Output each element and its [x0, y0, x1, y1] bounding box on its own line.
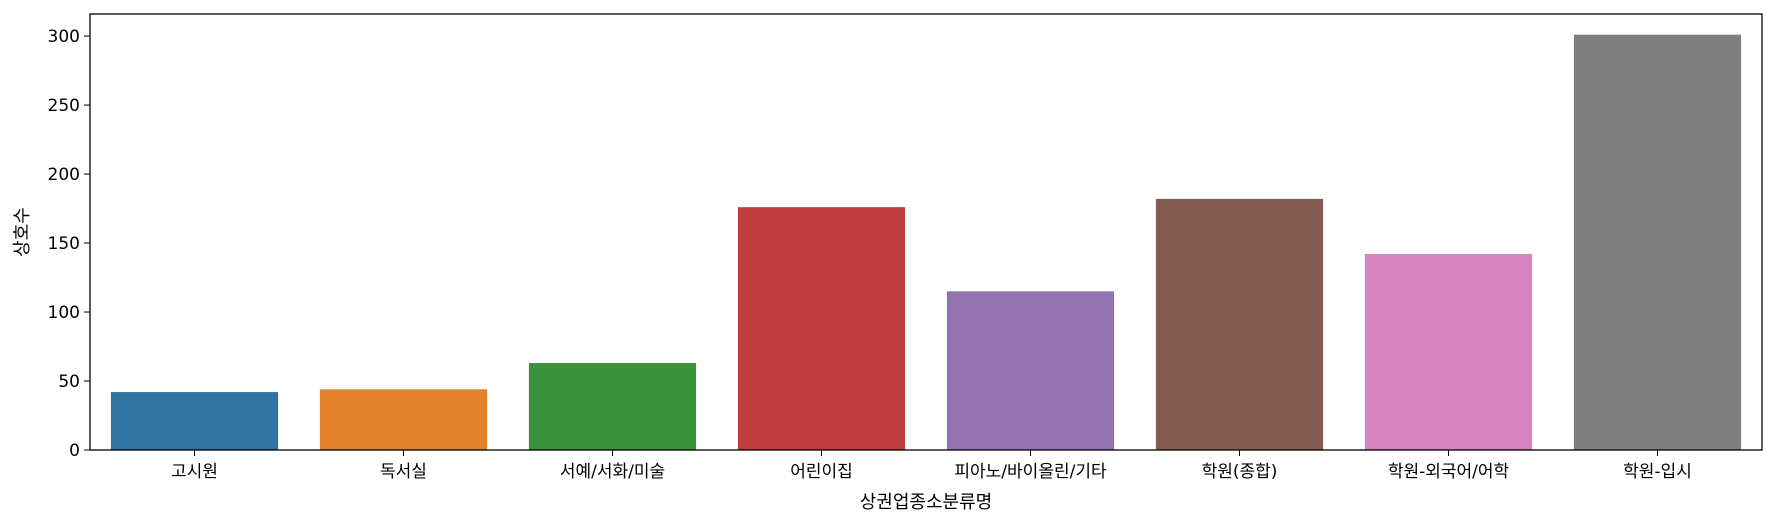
- plot-frame: [89, 13, 1763, 451]
- x-tick-label: 어린이집: [790, 462, 853, 482]
- x-tick-label: 피아노/바이올린/기타: [954, 462, 1107, 482]
- bar-4: [946, 291, 1115, 450]
- bar-6: [1364, 254, 1533, 450]
- x-tick-label: 학원-입시: [1623, 462, 1692, 482]
- bar-0: [110, 392, 279, 450]
- x-axis: 고시원 독서실 서예/서화/미술 어린이집 피아노/바이올린/기타 학원(종합) 학원-외국…: [171, 450, 1692, 482]
- x-tick-label: 학원(종합): [1202, 462, 1278, 482]
- bar-5: [1155, 198, 1324, 450]
- y-tick-label: 300: [48, 27, 80, 47]
- y-tick-label: 100: [48, 303, 80, 323]
- bar-3: [737, 207, 906, 450]
- x-tick-label: 서예/서화/미술: [560, 462, 665, 482]
- y-axis: 0 50 100 150 200 250 300: [48, 27, 90, 461]
- bar-2: [528, 363, 697, 450]
- x-axis-label: 상권업종소분류명: [860, 492, 992, 513]
- x-tick-label: 고시원: [171, 462, 218, 482]
- y-tick-label: 200: [48, 165, 80, 185]
- bars-group: [110, 34, 1742, 451]
- bar-7: [1573, 34, 1742, 451]
- y-axis-label: 상호수: [12, 207, 33, 257]
- y-tick-label: 150: [48, 234, 80, 254]
- bar-1: [319, 389, 488, 450]
- x-tick-label: 학원-외국어/어학: [1388, 462, 1510, 482]
- x-tick-label: 독서실: [380, 462, 427, 482]
- y-tick-label: 250: [48, 96, 80, 116]
- y-tick-label: 0: [69, 441, 80, 461]
- y-tick-label: 50: [58, 372, 80, 392]
